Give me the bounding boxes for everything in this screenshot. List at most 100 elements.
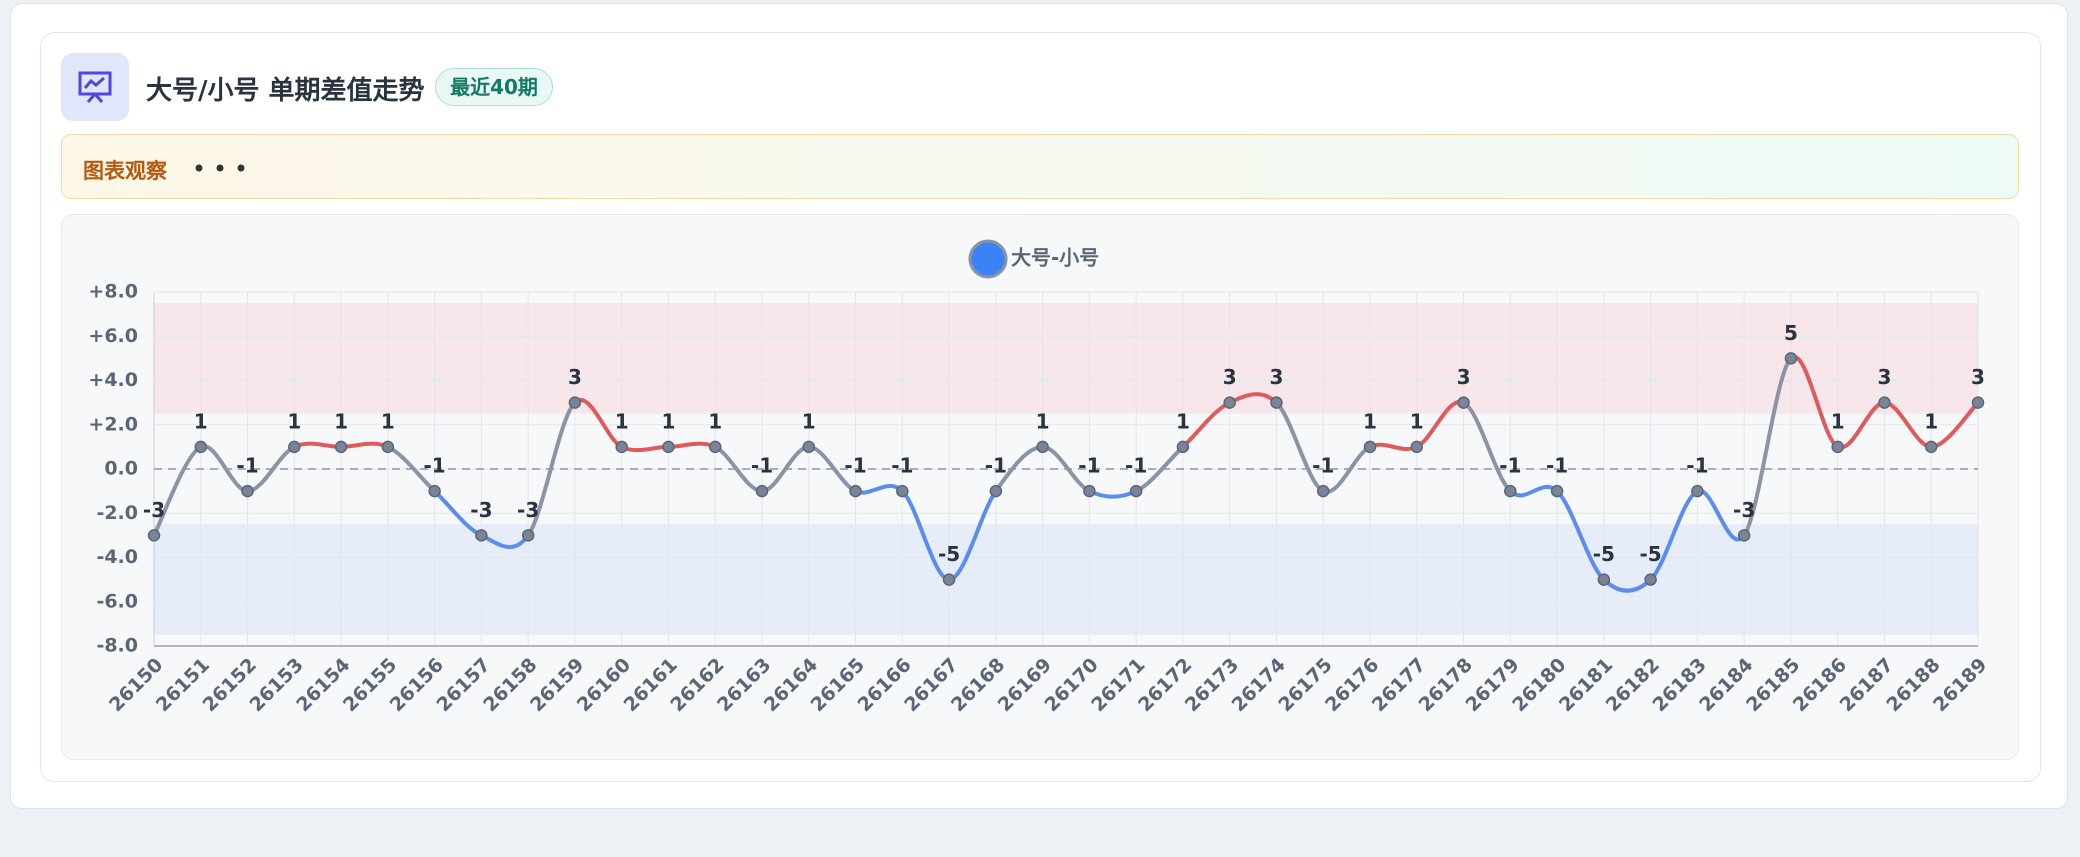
data-label: -1 <box>1546 454 1568 478</box>
point <box>1457 396 1470 409</box>
point <box>147 529 161 542</box>
line-segment <box>1649 489 1699 582</box>
point <box>568 396 582 409</box>
data-label: 1 <box>662 409 676 433</box>
data-label: 1 <box>802 409 816 433</box>
data-label: -5 <box>938 542 960 566</box>
line-segment <box>1462 400 1512 493</box>
chart-icon <box>61 53 129 121</box>
point <box>241 484 254 498</box>
data-label: -1 <box>891 454 913 478</box>
data-label: 1 <box>1831 409 1845 433</box>
point <box>1316 484 1330 498</box>
point <box>1550 484 1564 498</box>
point <box>1083 484 1096 498</box>
more-dots[interactable] <box>192 160 252 176</box>
data-label: -1 <box>1125 454 1147 478</box>
point <box>1831 440 1844 454</box>
data-label: 3 <box>1457 365 1471 389</box>
data-label: 1 <box>287 409 301 433</box>
line-segment <box>854 484 904 495</box>
point <box>1129 484 1143 498</box>
data-label: -5 <box>1593 542 1615 566</box>
data-label: 3 <box>1270 365 1284 389</box>
data-label: 3 <box>1971 365 1985 389</box>
data-label: 1 <box>194 409 208 433</box>
line-segment <box>1088 489 1138 499</box>
legend-label: 大号-小号 <box>1011 246 1099 270</box>
band <box>154 524 1978 635</box>
x-tick-label: 26189 <box>1929 654 1991 716</box>
data-label: -1 <box>844 454 866 478</box>
line-segment <box>1508 484 1559 498</box>
line-segment <box>620 444 669 453</box>
legend-marker <box>968 239 1008 279</box>
point <box>942 573 956 586</box>
point <box>1784 352 1798 365</box>
data-label: -1 <box>1499 454 1521 478</box>
data-label: 5 <box>1784 321 1798 345</box>
point <box>1223 396 1236 409</box>
point <box>1644 573 1657 586</box>
point <box>1504 484 1517 498</box>
line-segment <box>1369 442 1418 451</box>
data-label: 3 <box>568 365 582 389</box>
point <box>849 484 862 498</box>
data-label: -1 <box>985 454 1007 478</box>
badge: 最近40期 <box>435 68 553 106</box>
data-label: 1 <box>381 409 395 433</box>
point <box>708 440 722 454</box>
y-tick-label: -4.0 <box>96 546 138 568</box>
point <box>989 484 1003 498</box>
line-segment <box>1274 401 1325 493</box>
data-label: -3 <box>1733 498 1755 522</box>
point <box>1691 484 1704 498</box>
point <box>1363 440 1377 454</box>
point <box>896 484 909 498</box>
band <box>154 303 1978 414</box>
y-tick-label: -6.0 <box>96 590 138 612</box>
data-label: 1 <box>708 409 722 433</box>
point <box>194 440 208 454</box>
y-tick-label: -8.0 <box>96 635 138 657</box>
data-label: -3 <box>470 498 492 522</box>
line-segment <box>293 441 342 449</box>
line-segment <box>1742 356 1793 537</box>
data-label: 1 <box>1363 409 1377 433</box>
y-tick-label: +2.0 <box>88 413 138 435</box>
point <box>1410 440 1424 454</box>
point <box>475 529 488 542</box>
y-tick-label: -2.0 <box>96 502 138 524</box>
data-label: 3 <box>1878 365 1892 389</box>
data-label: -3 <box>143 498 165 522</box>
point <box>1176 440 1190 454</box>
point <box>1971 396 1985 409</box>
title: 大号/小号 单期差值走势 <box>146 76 425 106</box>
data-label: -1 <box>236 454 258 478</box>
y-tick-label: 0.0 <box>104 458 138 480</box>
data-label: -5 <box>1640 542 1662 566</box>
data-label: -1 <box>1686 454 1708 478</box>
line-segment <box>668 441 717 449</box>
line-segment <box>152 445 202 537</box>
data-label: -1 <box>1312 454 1334 478</box>
y-tick-label: +8.0 <box>88 281 138 303</box>
data-label: -1 <box>751 454 773 478</box>
line-segment <box>341 441 389 449</box>
point <box>615 440 628 454</box>
data-label: -3 <box>517 498 539 522</box>
data-label: 1 <box>1036 409 1050 433</box>
observation-bar[interactable]: 图表观察 <box>61 134 2019 199</box>
point <box>381 440 395 454</box>
point <box>1270 396 1283 409</box>
data-label: -1 <box>1078 454 1100 478</box>
point <box>288 440 301 454</box>
data-label: 1 <box>1410 409 1424 433</box>
point <box>1597 573 1611 586</box>
chart-card <box>40 32 2041 782</box>
icon-graphic <box>78 71 112 103</box>
data-label: -1 <box>424 454 446 478</box>
line-segment <box>526 401 577 537</box>
